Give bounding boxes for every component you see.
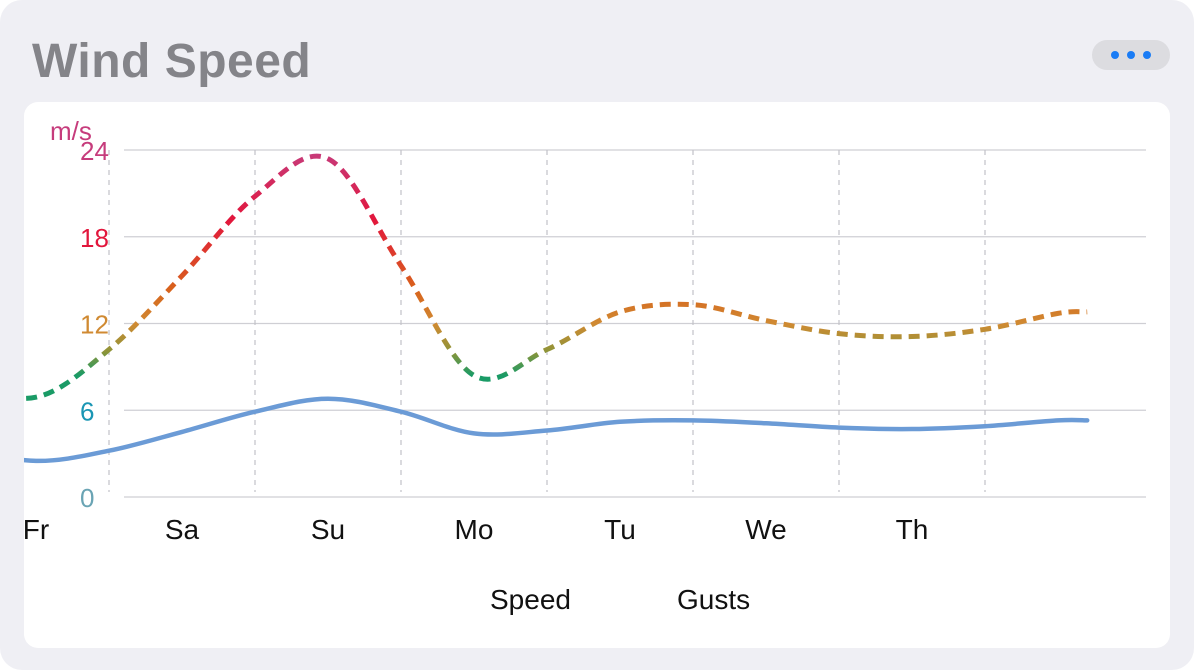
more-dot-icon [1111, 51, 1119, 59]
gusts-line [24, 153, 1088, 401]
more-options-button[interactable] [1092, 40, 1170, 70]
x-tick-label: Tu [604, 514, 636, 545]
legend-speed-label: Speed [490, 584, 571, 615]
x-tick-label: Th [896, 514, 929, 545]
speed-line [24, 396, 1090, 464]
y-axis-unit: m/s [50, 116, 92, 146]
legend: Speed Gusts [430, 584, 750, 615]
y-tick-label: 6 [80, 396, 94, 426]
x-axis: ThFrSaSuMoTuWeTh [24, 514, 928, 545]
x-tick-label: Su [311, 514, 345, 545]
x-tick-label: Fr [24, 514, 49, 545]
y-tick-label: 12 [80, 310, 109, 340]
series-lines [24, 153, 1090, 464]
more-dot-icon [1127, 51, 1135, 59]
legend-gusts-label: Gusts [677, 584, 750, 615]
more-dot-icon [1143, 51, 1151, 59]
x-tick-label: Sa [165, 514, 200, 545]
y-tick-label: 24 [80, 136, 109, 166]
x-tick-label: Mo [455, 514, 494, 545]
x-tick-label: We [745, 514, 787, 545]
widget-title: Wind Speed [32, 35, 312, 88]
y-tick-label: 18 [80, 223, 109, 253]
y-tick-label: 0 [80, 483, 94, 513]
